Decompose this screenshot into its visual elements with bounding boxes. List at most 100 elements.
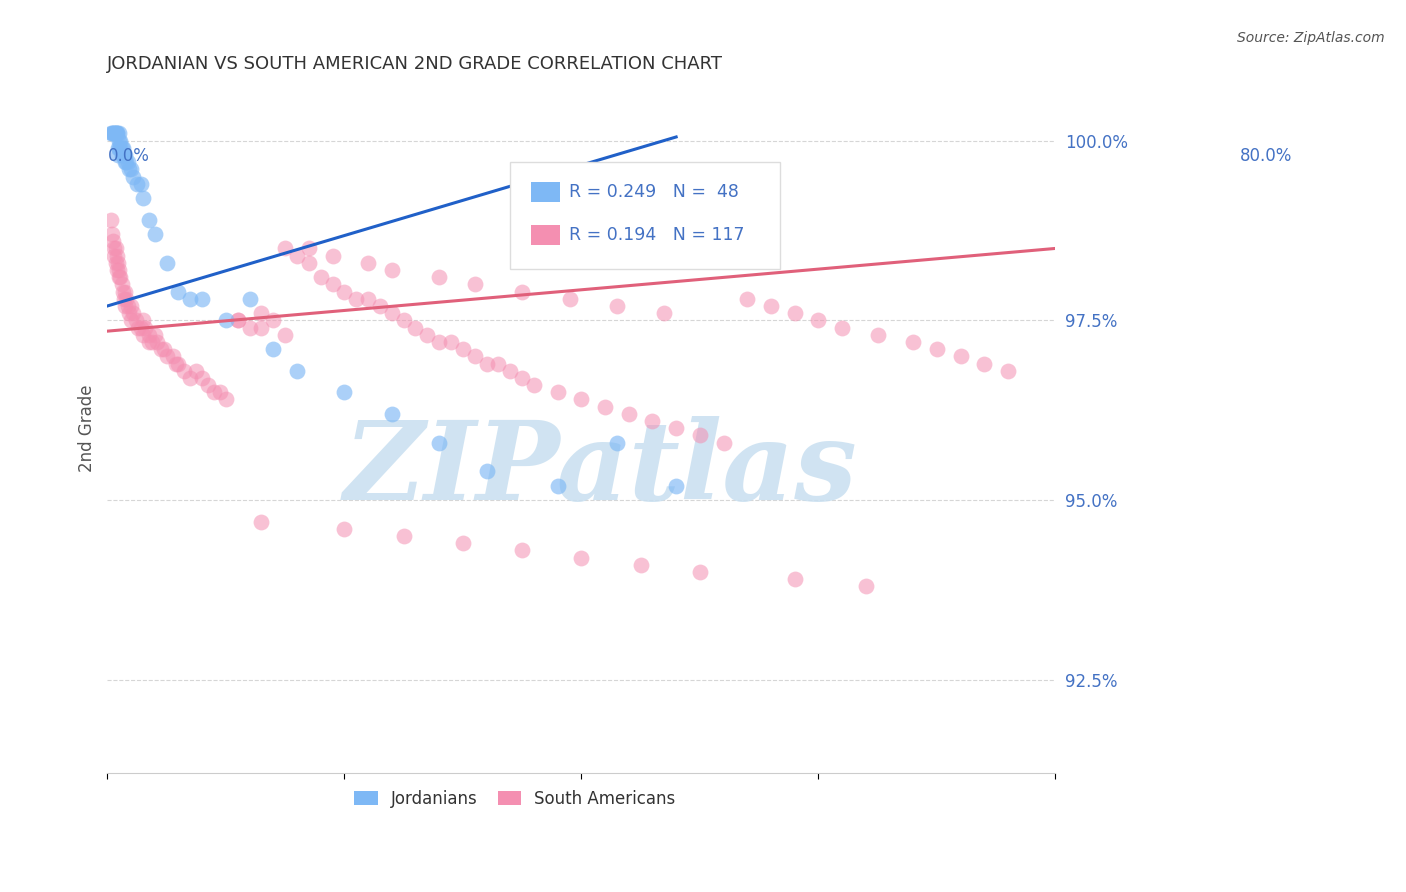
- Point: [427, 334, 450, 349]
- Point: [855, 579, 877, 593]
- Point: [440, 334, 463, 349]
- Point: [333, 385, 356, 400]
- Point: [156, 349, 179, 363]
- Point: [321, 277, 343, 292]
- Point: [114, 148, 136, 162]
- Text: ZIPatlas: ZIPatlas: [343, 416, 858, 524]
- Point: [344, 292, 367, 306]
- Point: [120, 313, 142, 327]
- Point: [100, 212, 122, 227]
- Point: [713, 435, 735, 450]
- Point: [104, 127, 127, 141]
- Point: [122, 306, 145, 320]
- Point: [103, 127, 125, 141]
- Point: [333, 522, 356, 536]
- Point: [357, 256, 380, 270]
- Point: [108, 127, 131, 141]
- Point: [104, 127, 127, 141]
- Point: [138, 334, 160, 349]
- Point: [226, 313, 249, 327]
- Point: [866, 327, 889, 342]
- Point: [606, 299, 628, 313]
- Point: [689, 565, 711, 579]
- Point: [100, 127, 122, 141]
- Point: [404, 320, 426, 334]
- Point: [110, 277, 132, 292]
- Point: [735, 292, 758, 306]
- Point: [807, 313, 830, 327]
- Point: [239, 292, 262, 306]
- Point: [606, 435, 628, 450]
- Point: [167, 357, 190, 371]
- Point: [427, 270, 450, 285]
- Point: [392, 529, 415, 543]
- Point: [108, 270, 131, 285]
- Text: 0.0%: 0.0%: [107, 146, 149, 164]
- Point: [783, 306, 806, 320]
- Point: [125, 177, 148, 191]
- Point: [486, 357, 509, 371]
- Point: [103, 234, 125, 248]
- Point: [202, 385, 225, 400]
- Point: [115, 292, 138, 306]
- Point: [118, 306, 141, 320]
- Point: [464, 349, 486, 363]
- Point: [451, 342, 474, 356]
- Point: [250, 306, 273, 320]
- Point: [143, 227, 166, 241]
- Point: [132, 327, 155, 342]
- Point: [523, 378, 546, 392]
- Point: [973, 357, 995, 371]
- Text: 80.0%: 80.0%: [1240, 146, 1292, 164]
- Point: [101, 127, 124, 141]
- Point: [783, 572, 806, 586]
- Point: [298, 256, 321, 270]
- Y-axis label: 2nd Grade: 2nd Grade: [79, 384, 96, 472]
- Point: [652, 306, 675, 320]
- Point: [122, 169, 145, 184]
- Point: [427, 435, 450, 450]
- Point: [191, 371, 214, 385]
- Point: [298, 242, 321, 256]
- Point: [112, 148, 135, 162]
- Point: [901, 334, 924, 349]
- Point: [104, 256, 127, 270]
- Point: [197, 378, 219, 392]
- Point: [499, 364, 522, 378]
- Point: [250, 320, 273, 334]
- Point: [103, 127, 125, 141]
- Point: [108, 263, 131, 277]
- Point: [510, 543, 533, 558]
- Point: [110, 141, 132, 155]
- Point: [105, 263, 128, 277]
- Point: [321, 249, 343, 263]
- Point: [107, 141, 129, 155]
- Point: [475, 464, 498, 478]
- Point: [111, 285, 134, 299]
- Point: [104, 242, 127, 256]
- Text: R = 0.249   N =  48: R = 0.249 N = 48: [569, 183, 740, 201]
- Point: [569, 550, 592, 565]
- Point: [617, 407, 640, 421]
- Point: [146, 334, 169, 349]
- Point: [167, 285, 190, 299]
- Point: [127, 320, 149, 334]
- Point: [103, 249, 125, 263]
- Point: [129, 320, 152, 334]
- Point: [368, 299, 391, 313]
- FancyBboxPatch shape: [531, 225, 560, 245]
- Point: [107, 148, 129, 162]
- Point: [665, 421, 688, 435]
- Point: [630, 558, 652, 572]
- Point: [110, 148, 132, 162]
- Point: [173, 364, 195, 378]
- Point: [117, 155, 139, 169]
- Point: [475, 357, 498, 371]
- Point: [110, 134, 132, 148]
- Point: [115, 155, 138, 169]
- Point: [129, 177, 152, 191]
- Point: [105, 127, 128, 141]
- Point: [309, 270, 332, 285]
- Point: [186, 364, 208, 378]
- Point: [464, 277, 486, 292]
